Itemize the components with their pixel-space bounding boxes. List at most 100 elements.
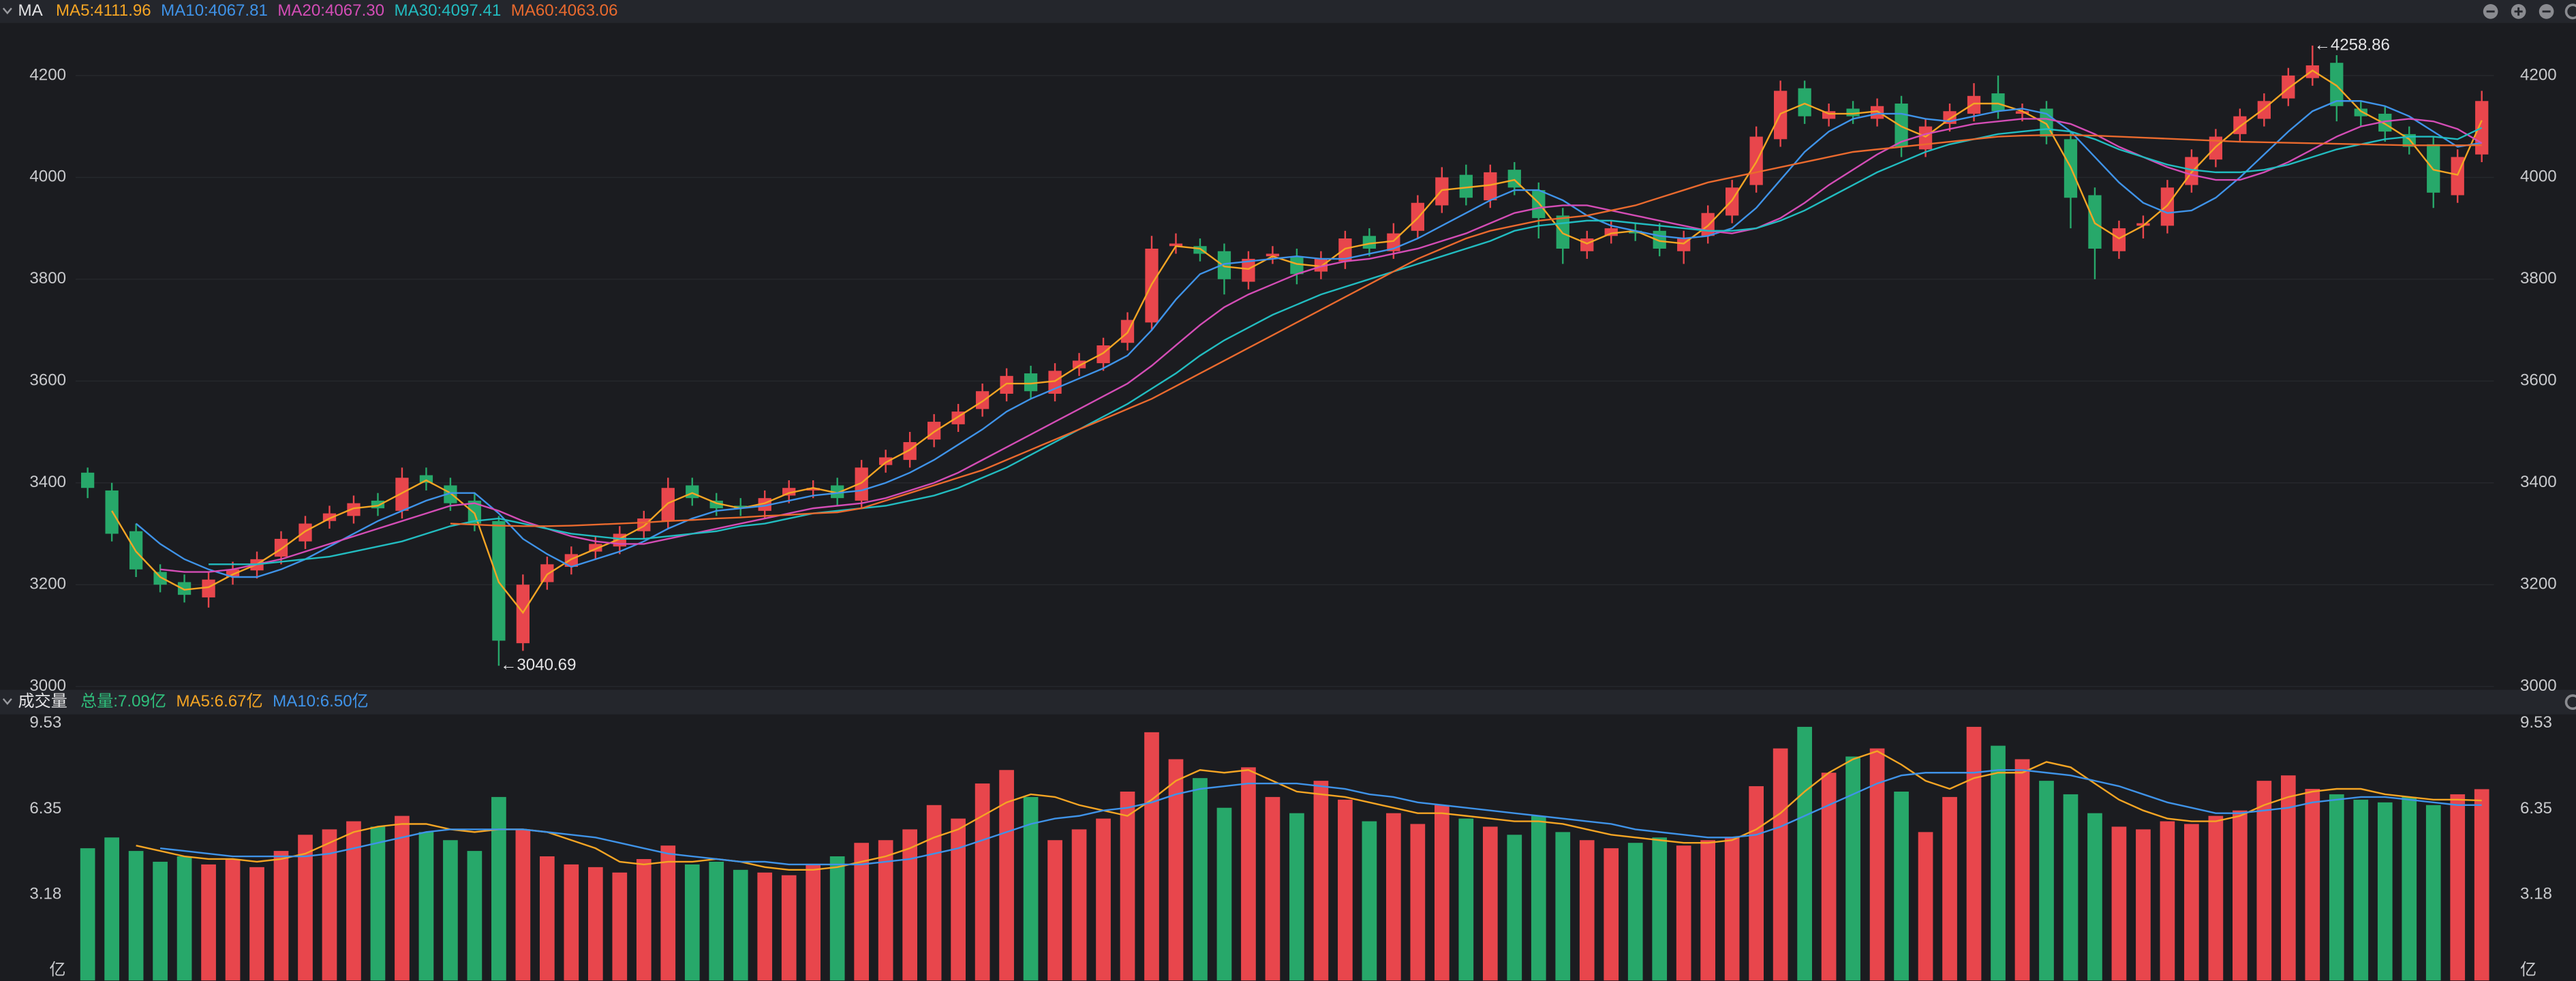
candle-body	[1846, 108, 1860, 116]
volume-bar	[515, 829, 531, 981]
volume-bar	[540, 856, 555, 981]
volume-bar	[636, 858, 651, 981]
volume-bar	[1265, 796, 1281, 981]
volume-bar	[467, 851, 482, 981]
volume-bar	[1749, 786, 1764, 981]
min-annotation: ←3040.69	[500, 656, 576, 674]
volume-bar	[2184, 824, 2199, 981]
candle-body	[2233, 116, 2247, 134]
candle-body	[2475, 101, 2489, 155]
volume-bar	[1579, 840, 1595, 981]
y-unit-label: 亿	[2520, 961, 2536, 979]
y-tick-label: 3000	[29, 676, 66, 695]
candle-body	[2257, 101, 2271, 119]
y-tick-label: 9.53	[2520, 713, 2552, 732]
candle-body	[1822, 111, 1836, 119]
volume-bar	[806, 864, 821, 981]
candle-body	[927, 422, 941, 440]
candle-body	[1991, 93, 2005, 112]
y-tick-label: 6.35	[2520, 799, 2552, 818]
candle-body	[322, 513, 337, 521]
volume-bar	[1773, 748, 1788, 981]
volume-bar	[2087, 813, 2102, 981]
volume-bar	[395, 815, 410, 981]
candle-body	[1000, 375, 1013, 394]
volume-bar	[733, 869, 748, 981]
ma-line	[111, 69, 2483, 614]
volume-bar	[2329, 794, 2344, 981]
candle-body	[1870, 106, 1884, 119]
volume-bar	[1821, 773, 1837, 981]
volume-bar	[878, 840, 893, 981]
candle-body	[177, 582, 191, 595]
candle-body	[1435, 177, 1449, 206]
volume-header-bar	[0, 689, 2576, 715]
volume-bar	[1096, 818, 1111, 981]
y-tick-label: 4000	[29, 168, 66, 186]
candle-body	[1484, 172, 1497, 200]
volume-bar	[2014, 759, 2030, 981]
candle-body	[709, 500, 723, 509]
volume-bar	[1482, 826, 1498, 981]
volume-bar	[1869, 748, 1885, 981]
volume-bar	[902, 829, 917, 981]
volume-bar	[1991, 745, 2006, 981]
volume-bar	[2208, 815, 2224, 981]
volume-bar	[322, 829, 337, 981]
volume-bar	[757, 872, 773, 981]
volume-bar	[587, 867, 603, 981]
y-tick-label: 3000	[2520, 676, 2557, 695]
collapse-icon[interactable]	[2, 7, 12, 15]
collapse-icon[interactable]	[2, 698, 12, 705]
volume-bar	[298, 835, 313, 981]
volume-bar	[1168, 759, 1184, 981]
candle-body	[1411, 202, 1424, 231]
candle-body	[2282, 75, 2295, 99]
volume-bar	[153, 861, 168, 981]
candle-body	[1266, 253, 1280, 257]
candle-body	[540, 564, 554, 582]
y-tick-label: 4200	[29, 65, 66, 84]
candle-body	[444, 485, 457, 503]
volume-bar	[1047, 840, 1062, 981]
candle-body	[202, 579, 215, 597]
candle-body	[153, 572, 167, 585]
candle-body	[855, 467, 868, 501]
candle-body	[1701, 213, 1715, 236]
volume-bar	[2425, 805, 2441, 981]
volume-bar	[1845, 756, 1860, 981]
volume-bar	[225, 858, 241, 981]
volume-bar	[2474, 789, 2489, 981]
y-tick-label: 9.53	[29, 713, 61, 732]
candle-body	[467, 500, 482, 524]
candle-body	[2305, 65, 2319, 78]
candle-body	[1967, 95, 1981, 114]
ma-line	[209, 127, 2483, 565]
settings-button[interactable]	[2564, 694, 2576, 711]
volume-bar	[2111, 826, 2127, 981]
volume-bar	[1386, 813, 1401, 981]
settings-button[interactable]	[2564, 3, 2576, 20]
volume-bar	[1676, 845, 1691, 981]
candle-body	[2330, 63, 2344, 106]
volume-bar	[829, 856, 845, 981]
volume-bar	[249, 867, 264, 981]
volume-bar	[854, 843, 870, 981]
y-tick-label: 3.18	[2520, 885, 2552, 903]
candle-body	[686, 485, 699, 499]
candle-body	[419, 475, 433, 483]
volume-bar	[1797, 726, 1812, 981]
candle-body	[1580, 238, 1594, 251]
volume-bar	[177, 856, 192, 981]
legend-total: 总量:7.09亿	[80, 692, 166, 711]
volume-bar	[104, 837, 119, 981]
candle-body	[2112, 228, 2126, 251]
legend-entry: MA20:4067.30	[277, 1, 384, 20]
y-tick-label: 4200	[2520, 65, 2557, 84]
y-tick-label: 3600	[29, 371, 66, 390]
volume-bar	[1023, 796, 1039, 981]
volume-bar	[999, 770, 1014, 981]
volume-bar	[1627, 843, 1643, 981]
